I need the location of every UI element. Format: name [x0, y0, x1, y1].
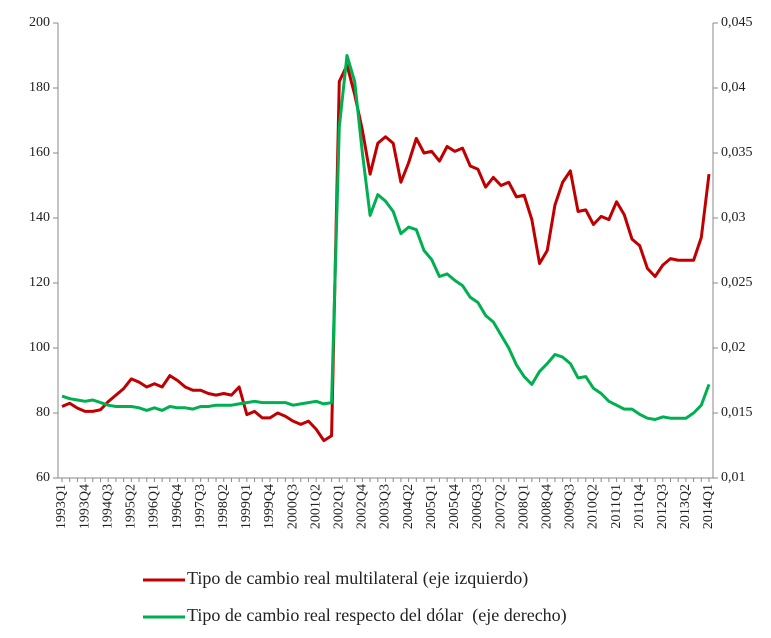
x-tick-label: 1993Q4: [77, 484, 92, 529]
x-tick-label: 2006Q3: [470, 484, 485, 529]
x-tick-label: 1993Q1: [54, 484, 69, 529]
y2-tick-label: 0,015: [721, 405, 753, 420]
y-tick-label: 80: [36, 405, 50, 420]
y2-tick-label: 0,045: [721, 15, 753, 30]
x-tick-label: 1998Q2: [216, 484, 231, 529]
x-tick-label: 1999Q4: [262, 484, 277, 529]
x-tick-label: 2003Q3: [378, 484, 393, 529]
y2-tick-label: 0,02: [721, 340, 746, 355]
y-tick-label: 160: [29, 145, 50, 160]
x-tick-label: 2013Q2: [678, 484, 693, 529]
x-tick-label: 1996Q1: [147, 484, 162, 529]
y2-tick-label: 0,025: [721, 275, 753, 290]
y-tick-label: 200: [29, 15, 50, 30]
x-tick-label: 2010Q2: [586, 484, 601, 529]
x-tick-label: 1994Q3: [100, 484, 115, 529]
y2-tick-label: 0,04: [721, 80, 746, 95]
legend-label: Tipo de cambio real multilateral (eje iz…: [187, 568, 528, 589]
data-line: [61, 54, 711, 421]
y-tick-label: 100: [29, 340, 50, 355]
y-tick-label: 180: [29, 80, 50, 95]
x-tick-label: 2000Q3: [285, 484, 300, 529]
x-tick-label: 2001Q2: [308, 484, 323, 529]
x-tick-label: 2008Q1: [516, 484, 531, 529]
x-tick-label: 2012Q3: [655, 484, 670, 529]
x-tick-label: 2011Q1: [609, 484, 624, 529]
data-line: [61, 63, 711, 443]
legend-label: Tipo de cambio real respecto del dólar (…: [187, 605, 567, 626]
y2-tick-label: 0,03: [721, 210, 746, 225]
x-tick-label: 2008Q4: [539, 484, 554, 529]
x-tick-label: 2002Q4: [355, 484, 370, 529]
x-tick-label: 2007Q2: [493, 484, 508, 529]
y-tick-label: 120: [29, 275, 50, 290]
x-tick-label: 1999Q1: [239, 484, 254, 529]
x-tick-label: 2009Q3: [563, 484, 578, 529]
x-tick-label: 2014Q1: [701, 484, 716, 529]
x-tick-label: 2002Q1: [332, 484, 347, 529]
x-tick-label: 2005Q4: [447, 484, 462, 529]
y-tick-label: 140: [29, 210, 50, 225]
x-tick-label: 2005Q1: [424, 484, 439, 529]
x-tick-label: 1997Q3: [193, 484, 208, 529]
y2-tick-label: 0,035: [721, 145, 753, 160]
y2-tick-label: 0,01: [721, 470, 746, 485]
x-tick-label: 1995Q2: [124, 484, 139, 529]
x-tick-label: 2011Q4: [632, 484, 647, 529]
y-tick-label: 60: [36, 470, 50, 485]
x-tick-label: 2004Q2: [401, 484, 416, 529]
x-tick-label: 1996Q4: [170, 484, 185, 529]
